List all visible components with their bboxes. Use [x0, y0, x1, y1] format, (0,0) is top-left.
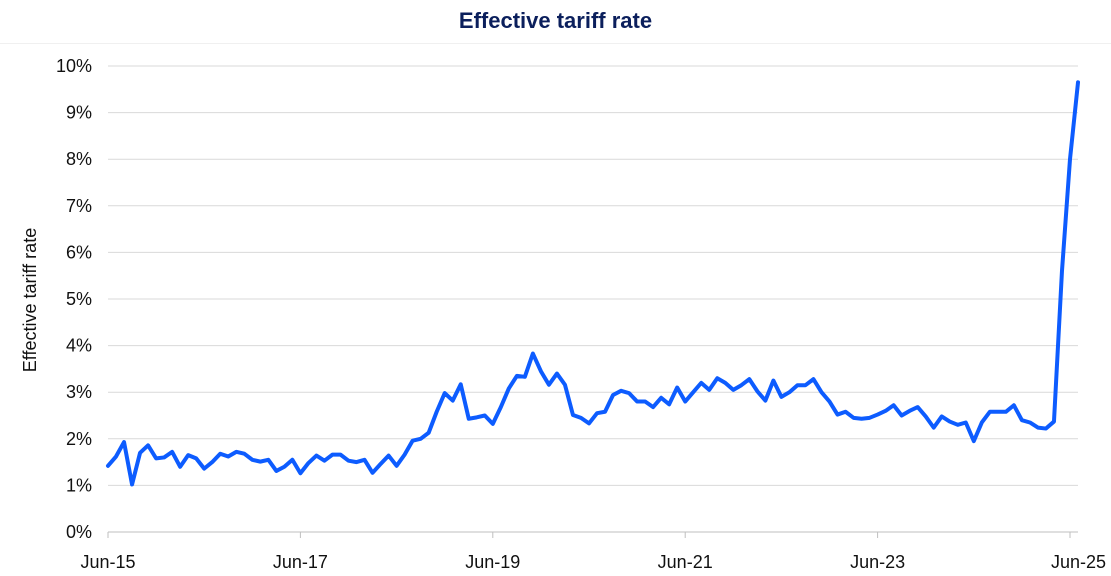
title-divider	[0, 43, 1111, 44]
y-tick-label: 4%	[66, 336, 92, 356]
y-tick-label: 0%	[66, 522, 92, 542]
y-tick-label: 3%	[66, 382, 92, 402]
y-tick-label: 10%	[56, 56, 92, 76]
x-tick-label: Jun-17	[273, 552, 328, 572]
y-axis-label: Effective tariff rate	[20, 228, 40, 372]
series-line-effective-tariff-rate	[106, 80, 1081, 487]
x-tick-label: Jun-19	[465, 552, 520, 572]
y-tick-label: 6%	[66, 242, 92, 262]
y-axis-ticks: 0% 1% 2% 3% 4% 5% 6% 7% 8% 9% 10%	[56, 56, 92, 542]
series-group	[106, 80, 1081, 487]
y-tick-label: 7%	[66, 196, 92, 216]
x-tick-label: Jun-15	[80, 552, 135, 572]
y-tick-label: 8%	[66, 149, 92, 169]
x-tick-label: Jun-21	[658, 552, 713, 572]
y-tick-label: 1%	[66, 475, 92, 495]
gridlines	[108, 65, 1078, 486]
y-tick-label: 5%	[66, 289, 92, 309]
chart-title: Effective tariff rate	[458, 8, 653, 33]
x-tick-label: Jun-25	[1051, 552, 1106, 572]
y-tick-label: 2%	[66, 429, 92, 449]
x-axis-ticks: Jun-15 Jun-17 Jun-19 Jun-21 Jun-23 Jun-25	[80, 532, 1106, 572]
y-tick-label: 9%	[66, 103, 92, 123]
x-tick-label: Jun-23	[850, 552, 905, 572]
